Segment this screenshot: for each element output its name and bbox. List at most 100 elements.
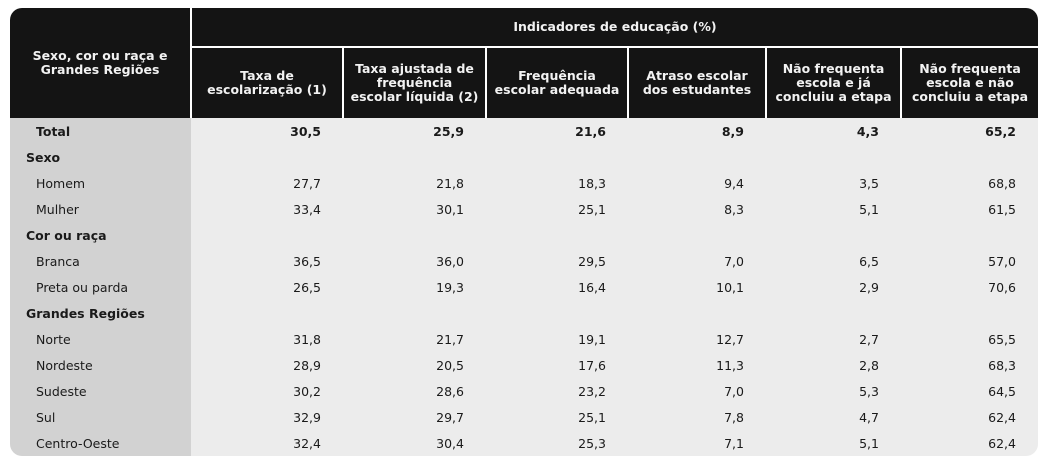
row-label: Nordeste [10, 352, 191, 378]
table-cell: 2,7 [766, 326, 901, 352]
table-cell: 12,7 [628, 326, 766, 352]
table-cell: 16,4 [486, 274, 628, 300]
education-indicators-table: Sexo, cor ou raça e Grandes Regiões Indi… [10, 8, 1038, 456]
table-row: Centro-Oeste 32,4 30,4 25,3 7,1 5,1 62,4 [10, 430, 1038, 456]
table-cell: 28,6 [343, 378, 486, 404]
row-label: Sudeste [10, 378, 191, 404]
table-cell: 30,4 [343, 430, 486, 456]
table-cell: 36,5 [191, 248, 343, 274]
table-row: Sul 32,9 29,7 25,1 7,8 4,7 62,4 [10, 404, 1038, 430]
table-cell: 25,3 [486, 430, 628, 456]
table-cell: 5,3 [766, 378, 901, 404]
column-header: Taxa de escolarização (1) [191, 47, 344, 118]
table-cell: 5,1 [766, 430, 901, 456]
table-body: Total 30,5 25,9 21,6 8,9 4,3 65,2 Sexo H… [10, 118, 1038, 456]
table-cell: 7,0 [628, 378, 766, 404]
row-label: Branca [10, 248, 191, 274]
table-cell: 21,7 [343, 326, 486, 352]
column-header: Não frequenta escola e não concluiu a et… [901, 47, 1038, 118]
row-label: Mulher [10, 196, 191, 222]
table-cell: 29,5 [486, 248, 628, 274]
table-cell: 68,3 [901, 352, 1038, 378]
table-cell: 30,2 [191, 378, 343, 404]
table-cell: 17,6 [486, 352, 628, 378]
table-cell: 27,7 [191, 170, 343, 196]
table-cell: 26,5 [191, 274, 343, 300]
table-cell: 29,7 [343, 404, 486, 430]
table-cell: 2,9 [766, 274, 901, 300]
education-indicators-table-frame: Sexo, cor ou raça e Grandes Regiões Indi… [10, 8, 1038, 456]
header-row-group: Sexo, cor ou raça e Grandes Regiões Indi… [10, 8, 1038, 118]
category-spacer [191, 300, 1038, 326]
table-cell: 62,4 [901, 430, 1038, 456]
category-spacer [191, 144, 1038, 170]
table-cell: 30,1 [343, 196, 486, 222]
table-cell: 11,3 [628, 352, 766, 378]
table-cell: 57,0 [901, 248, 1038, 274]
group-header: Indicadores de educação (%) [191, 8, 1038, 48]
table-cell: 62,4 [901, 404, 1038, 430]
table-cell: 4,7 [766, 404, 901, 430]
row-label: Sul [10, 404, 191, 430]
table-cell: 28,9 [191, 352, 343, 378]
table-cell: 25,1 [486, 196, 628, 222]
table-cell: 23,2 [486, 378, 628, 404]
table-row: Homem 27,7 21,8 18,3 9,4 3,5 68,8 [10, 170, 1038, 196]
table-cell: 2,8 [766, 352, 901, 378]
table-cell: 30,5 [191, 118, 343, 144]
category-label: Sexo [10, 144, 191, 170]
table-row: Mulher 33,4 30,1 25,1 8,3 5,1 61,5 [10, 196, 1038, 222]
header-row-columns: Taxa de escolarização (1) Taxa ajustada … [10, 47, 1038, 118]
table-cell: 65,2 [901, 118, 1038, 144]
category-spacer [191, 222, 1038, 248]
table-cell: 25,1 [486, 404, 628, 430]
table-cell: 19,1 [486, 326, 628, 352]
table-cell: 10,1 [628, 274, 766, 300]
table-cell: 64,5 [901, 378, 1038, 404]
table-cell: 9,4 [628, 170, 766, 196]
category-row: Grandes Regiões [10, 300, 1038, 326]
table-cell: 32,9 [191, 404, 343, 430]
table-cell: 8,3 [628, 196, 766, 222]
table-cell: 7,1 [628, 430, 766, 456]
table-row: Preta ou parda 26,5 19,3 16,4 10,1 2,9 7… [10, 274, 1038, 300]
row-label: Homem [10, 170, 191, 196]
table-row: Sudeste 30,2 28,6 23,2 7,0 5,3 64,5 [10, 378, 1038, 404]
table-cell: 68,8 [901, 170, 1038, 196]
table-cell: 19,3 [343, 274, 486, 300]
table-cell: 8,9 [628, 118, 766, 144]
column-header: Não frequenta escola e já concluiu a eta… [766, 47, 902, 118]
table-cell: 20,5 [343, 352, 486, 378]
table-cell: 25,9 [343, 118, 486, 144]
row-label: Norte [10, 326, 191, 352]
table-cell: 7,8 [628, 404, 766, 430]
category-row: Sexo [10, 144, 1038, 170]
table-cell: 70,6 [901, 274, 1038, 300]
table-cell: 61,5 [901, 196, 1038, 222]
column-header: Atraso escolar dos estudantes [628, 47, 767, 118]
row-label: Centro-Oeste [10, 430, 191, 456]
table-cell: 36,0 [343, 248, 486, 274]
table-cell: 4,3 [766, 118, 901, 144]
column-header: Frequência escolar adequada [486, 47, 629, 118]
table-cell: 6,5 [766, 248, 901, 274]
table-cell: 33,4 [191, 196, 343, 222]
column-header: Taxa ajustada de frequência escolar líqu… [343, 47, 487, 118]
table-cell: 65,5 [901, 326, 1038, 352]
table-cell: 21,8 [343, 170, 486, 196]
table-cell: 5,1 [766, 196, 901, 222]
table-row: Branca 36,5 36,0 29,5 7,0 6,5 57,0 [10, 248, 1038, 274]
category-label: Cor ou raça [10, 222, 191, 248]
table-row: Norte 31,8 21,7 19,1 12,7 2,7 65,5 [10, 326, 1038, 352]
table-cell: 31,8 [191, 326, 343, 352]
table-cell: 32,4 [191, 430, 343, 456]
table-cell: 3,5 [766, 170, 901, 196]
row-label: Total [10, 118, 191, 144]
row-label: Preta ou parda [10, 274, 191, 300]
table-row-total: Total 30,5 25,9 21,6 8,9 4,3 65,2 [10, 118, 1038, 144]
category-row: Cor ou raça [10, 222, 1038, 248]
table-cell: 21,6 [486, 118, 628, 144]
table-cell: 18,3 [486, 170, 628, 196]
table-cell: 7,0 [628, 248, 766, 274]
row-header: Sexo, cor ou raça e Grandes Regiões [10, 8, 192, 118]
